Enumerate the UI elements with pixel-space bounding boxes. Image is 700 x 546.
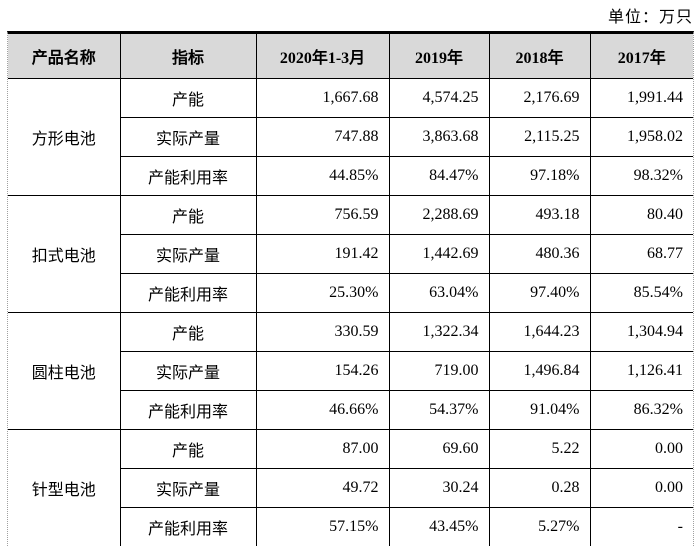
table-row: 圆柱电池 产能 330.59 1,322.34 1,644.23 1,304.94 [8,312,693,430]
value-cell: 68.77 [589,234,693,274]
indicator-cell: 产能利用率 [120,273,257,313]
value-cell: 1,322.34 [388,312,490,352]
value-cell: 97.18% [488,156,591,196]
value-cell: 3,863.68 [388,117,490,157]
indicator-cell: 实际产量 [120,234,257,274]
value-cell: 85.54% [589,273,693,313]
value-cell: 63.04% [388,273,490,313]
column-header: 产品名称 [8,34,121,79]
value-cell: 2,115.25 [488,117,591,157]
value-cell: 44.85% [255,156,390,196]
value-cell: 480.36 [488,234,591,274]
value-cell: 49.72 [255,468,390,508]
table-row: 产能利用率 57.15% 43.45% 5.27% - [8,507,693,546]
value-cell: 1,958.02 [589,117,693,157]
indicator-cell: 产能利用率 [120,507,257,546]
indicator-cell: 实际产量 [120,117,257,157]
value-cell: 69.60 [388,429,490,469]
product-name-cell: 扣式电池 [8,195,121,313]
value-cell: 1,442.69 [388,234,490,274]
value-cell: 1,496.84 [488,351,591,391]
value-cell: 1,667.68 [255,78,390,118]
value-cell: 46.66% [255,390,390,430]
column-header: 指标 [119,34,257,79]
value-cell: 1,991.44 [589,78,693,118]
table-header: 产品名称 指标 2020年1-3月 2019年 2018年 2017年 [8,34,693,79]
table-row: 针型电池 产能 87.00 69.60 5.22 0.00 [8,429,693,546]
value-cell: 2,176.69 [488,78,591,118]
value-cell: 191.42 [255,234,390,274]
value-cell: 4,574.25 [388,78,490,118]
table-row: 产能利用率 25.30% 63.04% 97.40% 85.54% [8,273,693,313]
indicator-cell: 产能 [119,195,257,235]
column-header: 2018年 [488,34,591,79]
indicator-cell: 产能 [119,78,257,118]
value-cell: 493.18 [488,195,591,235]
table-body: 方形电池 产能 1,667.68 4,574.25 2,176.69 1,991.44 实际… [8,78,693,546]
indicator-cell: 产能利用率 [120,390,257,430]
value-cell: 0.00 [589,468,693,508]
table-row: 实际产量 49.72 30.24 0.28 0.00 [8,468,693,508]
value-cell: 86.32% [589,390,693,430]
value-cell: 84.47% [388,156,490,196]
value-cell: 0.00 [589,429,693,469]
value-cell: 756.59 [255,195,390,235]
product-name-cell: 圆柱电池 [8,312,121,430]
table-row: 扣式电池 产能 756.59 2,288.69 493.18 80.40 [8,195,693,313]
column-header: 2017年 [589,34,693,79]
column-header: 2020年1-3月 [255,34,390,79]
indicator-cell: 产能利用率 [120,156,257,196]
value-cell: 154.26 [255,351,390,391]
indicator-cell: 实际产量 [120,468,257,508]
indicator-cell: 实际产量 [120,351,257,391]
value-cell: - [589,507,693,546]
value-cell: 87.00 [255,429,390,469]
value-cell: 5.27% [488,507,591,546]
production-capacity-table: 产品名称 指标 2020年1-3月 2019年 2018年 2017年 方形电池 产能 1,6… [8,34,693,546]
value-cell: 80.40 [589,195,693,235]
value-cell: 25.30% [255,273,390,313]
table-container: 产品名称 指标 2020年1-3月 2019年 2018年 2017年 方形电池 产能 1,6… [7,31,694,546]
product-name-cell: 方形电池 [8,78,121,196]
table-row: 实际产量 154.26 719.00 1,496.84 1,126.41 [8,351,693,391]
column-header: 2019年 [388,34,490,79]
unit-label: 单位：万只 [607,9,693,26]
value-cell: 330.59 [255,312,390,352]
indicator-cell: 产能 [119,312,257,352]
value-cell: 43.45% [388,507,490,546]
value-cell: 747.88 [255,117,390,157]
table-row: 方形电池 产能 1,667.68 4,574.25 2,176.69 1,991.44 [8,78,693,196]
value-cell: 57.15% [255,507,390,546]
value-cell: 0.28 [488,468,591,508]
value-cell: 1,304.94 [589,312,693,352]
value-cell: 5.22 [488,429,591,469]
value-cell: 1,644.23 [488,312,591,352]
table-row: 产能利用率 46.66% 54.37% 91.04% 86.32% [8,390,693,430]
value-cell: 30.24 [388,468,490,508]
value-cell: 54.37% [388,390,490,430]
value-cell: 98.32% [589,156,693,196]
indicator-cell: 产能 [119,429,257,469]
header-row: 产品名称 指标 2020年1-3月 2019年 2018年 2017年 [8,34,693,79]
product-name-cell: 针型电池 [8,429,121,546]
value-cell: 719.00 [388,351,490,391]
value-cell: 2,288.69 [388,195,490,235]
value-cell: 1,126.41 [589,351,693,391]
value-cell: 97.40% [488,273,591,313]
value-cell: 91.04% [488,390,591,430]
